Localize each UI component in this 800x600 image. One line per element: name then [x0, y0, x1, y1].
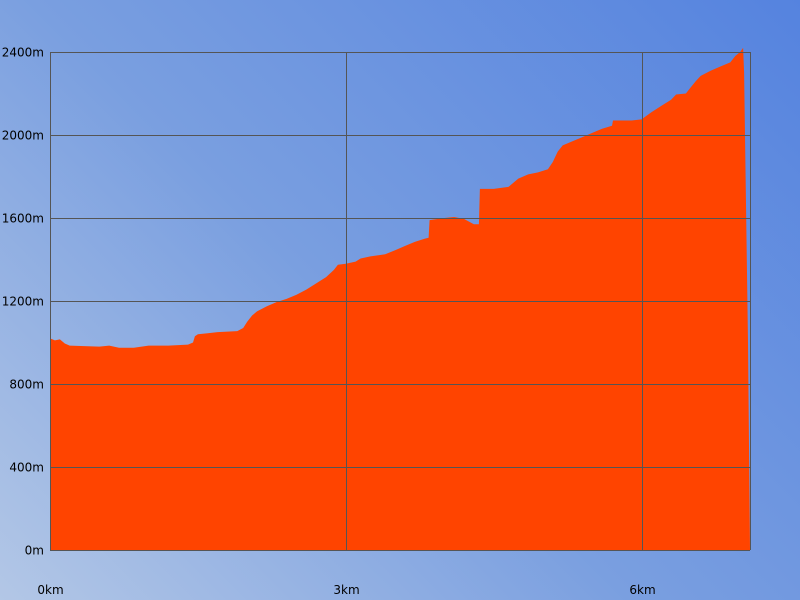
- x-tick-label: 3km: [333, 583, 359, 597]
- grid-layer: [50, 52, 751, 551]
- tick-label-layer: 0m 400m 800m 1200m 1600m 2000m 2400m 0km 3km 6km: [2, 46, 656, 598]
- y-tick-label: 800m: [9, 378, 44, 392]
- area-layer: [50, 47, 750, 551]
- y-tick-label: 1600m: [2, 212, 44, 226]
- y-tick-label: 400m: [9, 461, 44, 475]
- y-tick-label: 2400m: [2, 46, 44, 60]
- x-tick-label: 0km: [37, 583, 63, 597]
- elevation-area: [50, 47, 750, 551]
- x-tick-label: 6km: [629, 583, 655, 597]
- y-tick-label: 2000m: [2, 129, 44, 143]
- y-tick-label: 0m: [25, 544, 44, 558]
- y-tick-label: 1200m: [2, 295, 44, 309]
